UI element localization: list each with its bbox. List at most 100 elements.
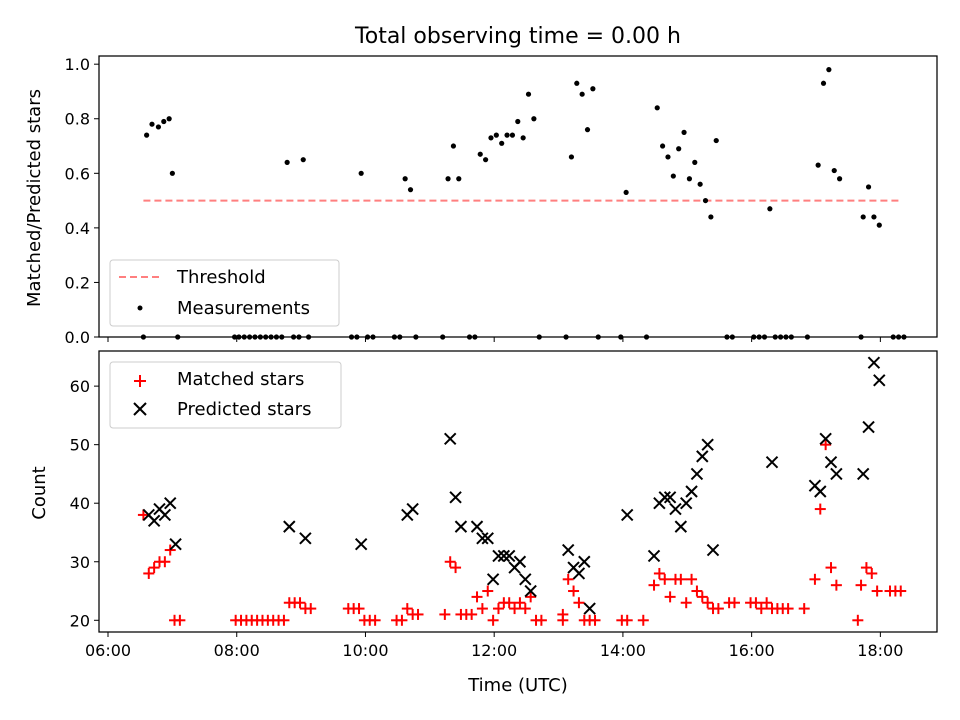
- predicted-star-point: [470, 520, 484, 533]
- matched-star-point: [492, 603, 504, 615]
- predicted-star-point: [685, 485, 698, 498]
- matched-star-point: [637, 614, 649, 626]
- measurement-point: [155, 124, 162, 130]
- legend-measurements-swatch: [137, 305, 143, 311]
- measurement-point: [284, 159, 290, 165]
- predicted-star-point: [164, 497, 177, 510]
- predicted-star-point: [519, 573, 532, 586]
- top-y-tick-label: 1.0: [65, 55, 90, 74]
- predicted-star-point: [862, 420, 875, 434]
- matched-star-point: [568, 585, 580, 597]
- measurement-point: [836, 176, 843, 182]
- predicted-star-point: [679, 497, 693, 510]
- measurement-point: [590, 86, 596, 92]
- predicted-star-point: [443, 432, 457, 446]
- matched-star-point: [855, 579, 867, 591]
- bottom-y-tick-label: 40: [70, 494, 90, 513]
- measurement-point: [871, 214, 877, 220]
- predicted-star-point: [856, 467, 870, 481]
- matched-star-point: [509, 603, 521, 615]
- predicted-star-point: [819, 432, 832, 446]
- measurement-point: [407, 187, 414, 193]
- measurement-point: [358, 170, 364, 176]
- matched-star-point: [573, 597, 585, 609]
- measurement-point: [820, 80, 827, 86]
- matched-star-point: [164, 544, 176, 556]
- matched-star-point: [814, 503, 826, 515]
- measurement-point: [584, 127, 591, 133]
- matched-star-point: [450, 562, 462, 574]
- matched-star-point: [653, 567, 665, 579]
- top-y-tick-label: 0.8: [65, 110, 90, 129]
- measurement-point: [676, 146, 682, 152]
- bottom-y-axis-label: Count: [29, 466, 50, 519]
- measurement-point: [477, 151, 483, 157]
- matched-star-point: [294, 597, 306, 609]
- measurement-point: [860, 214, 866, 220]
- matched-star-point: [503, 597, 515, 609]
- legend-matched-swatch: [134, 375, 146, 387]
- x-tick-label: 18:00: [857, 641, 903, 660]
- matched-star-point: [487, 614, 499, 626]
- x-tick-label: 10:00: [342, 641, 388, 660]
- matched-star-point: [278, 614, 290, 626]
- bottom-x-axis-label: Time (UTC): [467, 675, 568, 696]
- matched-star-point: [466, 608, 478, 620]
- predicted-star-point: [354, 537, 368, 551]
- matched-star-point: [514, 597, 526, 609]
- predicted-star-point: [454, 520, 468, 533]
- predicted-star-point: [572, 567, 586, 580]
- predicted-star-point: [873, 374, 886, 387]
- measurement-point: [450, 143, 457, 149]
- predicted-star-point: [669, 502, 682, 516]
- matched-star-point: [519, 603, 531, 615]
- measurement-point: [402, 176, 408, 182]
- measurement-point: [169, 170, 175, 176]
- predicted-star-point: [583, 602, 596, 615]
- predicted-star-point: [283, 520, 296, 533]
- top-legend: Threshold Measurements: [109, 259, 340, 327]
- legend-threshold-label: Threshold: [176, 267, 266, 288]
- matched-star-point: [482, 585, 494, 597]
- top-tick-layer: 0.0 0.2 0.4 0.6 0.8 1.0: [65, 55, 881, 347]
- predicted-star-point: [765, 456, 779, 469]
- top-y-tick-label: 0.2: [65, 273, 90, 292]
- predicted-star-point: [497, 549, 511, 563]
- matched-star-point: [648, 579, 660, 591]
- matched-star-point: [809, 573, 821, 585]
- measurement-point: [531, 116, 537, 122]
- measurement-point: [697, 181, 703, 187]
- predicted-star-point: [578, 555, 591, 568]
- predicted-star-point: [481, 532, 494, 545]
- measurement-point: [483, 157, 489, 163]
- measurement-point: [876, 222, 882, 228]
- predicted-star-point: [449, 491, 462, 504]
- matched-star-point: [471, 591, 483, 603]
- measurement-point: [831, 167, 837, 174]
- matched-star-point: [675, 573, 687, 585]
- matched-star-point: [761, 597, 773, 609]
- predicted-star-point: [147, 514, 161, 527]
- measurement-point: [493, 132, 499, 138]
- bottom-plot-frame: [98, 350, 938, 633]
- measurement-point: [149, 121, 155, 127]
- matched-star-point: [401, 603, 413, 615]
- measurement-point: [300, 157, 306, 163]
- measurement-point: [445, 176, 451, 182]
- matched-star-point: [860, 562, 872, 574]
- measurement-point: [826, 67, 832, 73]
- predicted-star-point: [867, 356, 881, 369]
- measurement-point: [713, 137, 719, 144]
- matched-star-point: [439, 608, 451, 620]
- matched-star-point: [686, 573, 698, 585]
- matched-star-point: [525, 591, 537, 603]
- top-y-tick-label: 0.4: [65, 219, 90, 238]
- matched-star-point: [659, 573, 671, 585]
- bottom-legend: Matched stars Predicted stars: [109, 361, 342, 429]
- predicted-star-point: [663, 491, 677, 504]
- matched-star-point: [712, 603, 724, 615]
- measurement-point: [865, 184, 872, 190]
- measurement-point: [166, 116, 172, 122]
- legend-matched-label: Matched stars: [177, 369, 304, 390]
